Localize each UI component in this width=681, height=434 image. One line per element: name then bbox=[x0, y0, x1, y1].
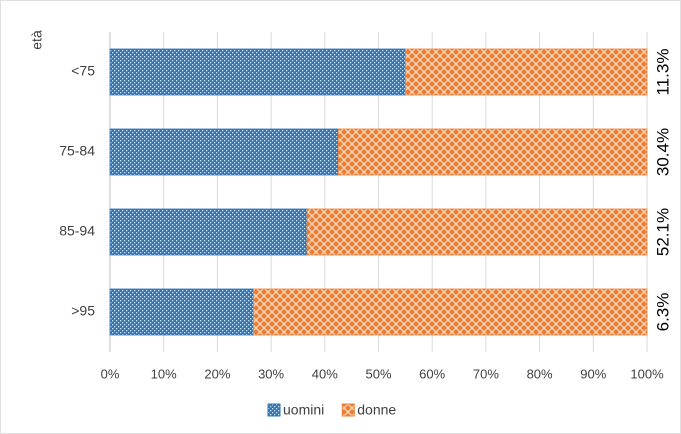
y-tick-label: <75 bbox=[71, 63, 95, 79]
annotation: 52.1% bbox=[653, 208, 672, 256]
legend-swatch bbox=[267, 403, 281, 417]
bar-segment bbox=[109, 48, 406, 96]
bar-segment bbox=[109, 208, 308, 256]
y-tick-label: 75-84 bbox=[59, 143, 95, 159]
x-tick-label: 80% bbox=[527, 366, 553, 381]
bar-segment bbox=[252, 288, 648, 336]
bar-segment bbox=[404, 48, 648, 96]
x-tick-label: 70% bbox=[473, 366, 499, 381]
x-tick-label: 60% bbox=[419, 366, 445, 381]
bar-segment bbox=[109, 288, 254, 336]
bar-segment bbox=[109, 128, 339, 176]
x-tick-label: 0% bbox=[101, 366, 120, 381]
x-tick-label: 30% bbox=[258, 366, 284, 381]
legend-label: uomini bbox=[283, 402, 324, 418]
legend-label: donne bbox=[357, 402, 396, 418]
legend-swatch bbox=[341, 403, 355, 417]
y-axis-label: età bbox=[29, 30, 45, 50]
annotation: 11.3% bbox=[653, 49, 672, 96]
y-tick-label: 85-94 bbox=[59, 223, 95, 239]
x-tick-label: 20% bbox=[204, 366, 230, 381]
x-tick-label: 40% bbox=[312, 366, 338, 381]
annotation: 6.3% bbox=[653, 293, 672, 332]
x-tick-label: 50% bbox=[365, 366, 391, 381]
x-tick-label: 10% bbox=[151, 366, 177, 381]
x-tick-label: 90% bbox=[580, 366, 606, 381]
bar-segment bbox=[337, 128, 648, 176]
annotation: 30.4% bbox=[653, 128, 672, 176]
bar-segment bbox=[306, 208, 648, 256]
y-tick-label: >95 bbox=[71, 303, 95, 319]
x-tick-label: 100% bbox=[630, 366, 664, 381]
